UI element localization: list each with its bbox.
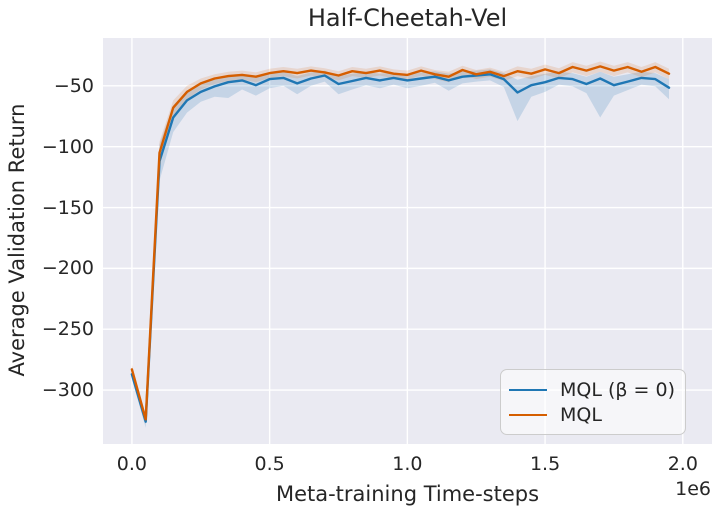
x-axis-label: Meta-training Time-steps xyxy=(275,482,540,506)
y-tick-label: −100 xyxy=(41,135,94,158)
chart-canvas xyxy=(103,38,712,444)
series-line xyxy=(130,73,671,423)
x-tick-label: 0.0 xyxy=(116,453,148,475)
x-tick-label: 1.0 xyxy=(392,453,423,475)
legend: MQL (β = 0) MQL xyxy=(500,369,686,435)
x-tick-label: 2.0 xyxy=(667,453,698,475)
y-axis-label: Average Validation Return xyxy=(5,103,29,377)
confidence-band xyxy=(131,61,669,425)
x-axis-offset-label: 1e6 xyxy=(675,478,711,500)
y-tick-label: −150 xyxy=(41,196,94,219)
x-tick-label: 0.5 xyxy=(254,453,285,475)
y-tick-label: −300 xyxy=(41,379,94,402)
legend-line-swatch-blue xyxy=(509,388,547,391)
confidence-band xyxy=(131,69,669,428)
legend-label: MQL xyxy=(560,403,602,426)
legend-line-swatch-orange xyxy=(509,413,547,416)
y-tick-label: −250 xyxy=(41,318,94,341)
x-tick-label: 1.5 xyxy=(529,453,561,475)
y-tick-label: −200 xyxy=(41,257,94,280)
series-line xyxy=(130,65,671,421)
y-tick-label: −50 xyxy=(53,74,94,97)
chart-title: Half-Cheetah-Vel xyxy=(307,4,508,32)
legend-entry-mql: MQL xyxy=(509,402,675,427)
legend-entry-mql-beta0: MQL (β = 0) xyxy=(509,377,675,402)
plot-area xyxy=(103,38,712,444)
legend-label: MQL (β = 0) xyxy=(560,378,676,401)
